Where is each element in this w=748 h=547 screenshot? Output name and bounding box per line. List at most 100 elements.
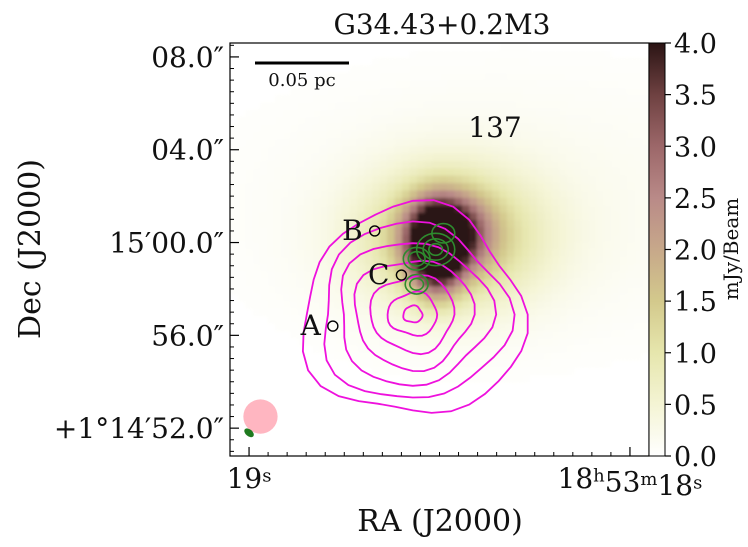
heatmap-cell <box>491 271 500 280</box>
heatmap-cell <box>499 109 508 118</box>
heatmap-cell <box>304 87 313 96</box>
heatmap-cell <box>297 330 306 339</box>
magenta-contour <box>402 304 424 324</box>
heatmap-cell <box>536 212 545 221</box>
heatmap-cell <box>289 323 298 332</box>
heatmap-cell <box>536 205 545 214</box>
heatmap-cell <box>536 286 545 295</box>
heatmap-cell <box>372 168 381 177</box>
heatmap-cell <box>581 271 590 280</box>
heatmap-cell <box>357 197 366 206</box>
colorbar-tick-label: 1.5 <box>674 287 717 318</box>
heatmap-cell <box>634 249 643 258</box>
heatmap-cell <box>589 234 598 243</box>
heatmap-cell <box>417 124 426 133</box>
heatmap-cell <box>252 256 261 265</box>
heatmap-cell <box>514 190 523 199</box>
y-tick-label: 56.0″ <box>151 319 224 352</box>
heatmap-cell <box>349 146 358 155</box>
heatmap-cell <box>559 65 568 74</box>
heatmap-cell <box>282 323 291 332</box>
heatmap-cell <box>267 168 276 177</box>
heatmap-cell <box>379 249 388 258</box>
heatmap-cell <box>536 242 545 251</box>
heatmap-cell <box>484 220 493 228</box>
heatmap-cell <box>432 345 441 354</box>
heatmap-cell <box>536 367 545 376</box>
heatmap-cell <box>469 242 478 251</box>
heatmap-cell <box>461 374 471 383</box>
heatmap-cell <box>319 345 328 354</box>
heatmap-cell <box>574 183 583 192</box>
heatmap-cell <box>394 367 403 376</box>
heatmap-cell <box>626 87 635 96</box>
heatmap-cell <box>529 94 538 103</box>
heatmap-cell <box>559 72 568 81</box>
heatmap-cell <box>297 94 306 103</box>
heatmap-cell <box>461 279 471 287</box>
heatmap-cell <box>289 116 298 125</box>
heatmap-cell <box>566 153 575 162</box>
heatmap-cell <box>409 315 418 324</box>
heatmap-cell <box>506 220 515 228</box>
heatmap-cell <box>312 338 321 346</box>
heatmap-cell <box>327 131 336 140</box>
heatmap-cell <box>424 374 433 383</box>
heatmap-cell <box>289 205 298 214</box>
heatmap-cell <box>529 242 538 251</box>
heatmap-cell <box>551 57 560 66</box>
heatmap-cell <box>469 72 478 81</box>
heatmap-cell <box>319 102 328 110</box>
heatmap-cell <box>559 293 568 302</box>
heatmap-cell <box>551 190 560 199</box>
heatmap-cell <box>409 146 418 155</box>
heatmap-cell <box>334 308 343 317</box>
heatmap-cell <box>372 138 381 147</box>
heatmap-cell <box>544 271 553 280</box>
heatmap-cell <box>491 367 500 376</box>
heatmap-cell <box>626 168 635 177</box>
heatmap-cell <box>259 271 269 280</box>
heatmap-cell <box>484 183 493 192</box>
heatmap-cell <box>319 146 328 155</box>
heatmap-cell <box>409 124 418 133</box>
heatmap-cell <box>252 234 261 243</box>
heatmap-cell <box>581 138 590 147</box>
heatmap-cell <box>596 338 605 346</box>
heatmap-cell <box>439 175 448 184</box>
heatmap-cell <box>282 234 291 243</box>
heatmap-cell <box>619 102 628 110</box>
heatmap-cell <box>259 212 269 221</box>
heatmap-cell <box>611 242 620 251</box>
heatmap-cell <box>521 330 530 339</box>
heatmap-cell <box>529 153 538 162</box>
heatmap-cell <box>394 161 403 169</box>
heatmap-cell <box>581 301 590 310</box>
heatmap-cell <box>379 175 388 184</box>
heatmap-cell <box>357 124 366 133</box>
heatmap-cell <box>506 190 515 199</box>
heatmap-cell <box>536 249 545 258</box>
heatmap-cell <box>267 153 276 162</box>
heatmap-cell <box>641 79 649 88</box>
heatmap-cell <box>566 205 575 214</box>
heatmap-cell <box>372 175 381 184</box>
heatmap-cell <box>566 94 575 103</box>
heatmap-cell <box>446 146 456 155</box>
heatmap-cell <box>252 116 261 125</box>
heatmap-cell <box>581 131 590 140</box>
heatmap-cell <box>334 190 343 199</box>
heatmap-cell <box>274 220 283 228</box>
heatmap-cell <box>304 124 313 133</box>
heatmap-cell <box>379 367 388 376</box>
heatmap-cell <box>409 220 418 228</box>
heatmap-cell <box>491 249 500 258</box>
heatmap-cell <box>506 308 515 317</box>
heatmap-cell <box>469 367 478 376</box>
heatmap-cell <box>409 293 418 302</box>
heatmap-cell <box>289 87 298 96</box>
heatmap-cell <box>521 220 530 228</box>
heatmap-cell <box>536 279 545 287</box>
heatmap-cell <box>536 234 545 243</box>
heatmap-cell <box>641 183 649 192</box>
